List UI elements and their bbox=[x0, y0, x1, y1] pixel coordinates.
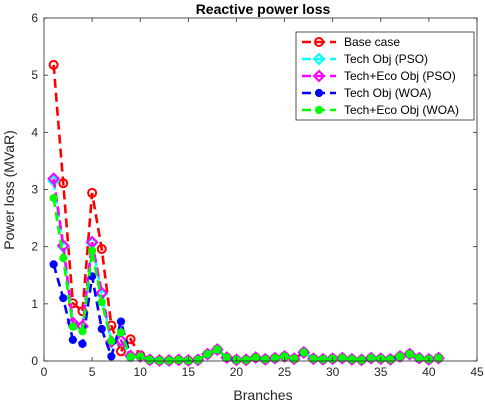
data-point bbox=[107, 352, 116, 361]
data-point bbox=[48, 59, 59, 70]
y-tick-label: 3 bbox=[31, 183, 38, 197]
data-point bbox=[241, 355, 251, 364]
legend-marker bbox=[314, 37, 324, 47]
data-point bbox=[107, 336, 116, 346]
data-point bbox=[58, 178, 69, 189]
data-point bbox=[213, 345, 222, 354]
data-point bbox=[290, 354, 299, 363]
data-point bbox=[193, 355, 203, 364]
legend-marker bbox=[314, 105, 324, 115]
data-point bbox=[114, 334, 128, 347]
legend-label: Tech Obj (PSO) bbox=[344, 52, 428, 66]
data-point bbox=[97, 324, 106, 334]
x-tick-label: 0 bbox=[41, 365, 48, 379]
data-point bbox=[97, 298, 106, 307]
data-point bbox=[115, 346, 126, 357]
data-point bbox=[59, 254, 68, 263]
data-point bbox=[68, 335, 77, 344]
y-tick-label: 1 bbox=[31, 297, 38, 311]
series-line bbox=[52, 180, 439, 362]
legend-box bbox=[295, 31, 475, 121]
data-point bbox=[434, 354, 443, 363]
data-point bbox=[251, 353, 260, 362]
series-3 bbox=[47, 172, 445, 367]
data-point bbox=[357, 355, 366, 364]
y-tick-label: 2 bbox=[31, 240, 38, 254]
data-point bbox=[415, 354, 424, 363]
data-point bbox=[49, 193, 58, 203]
data-point bbox=[261, 355, 270, 364]
data-point bbox=[78, 327, 87, 336]
data-point bbox=[347, 355, 357, 364]
data-point bbox=[116, 328, 126, 337]
legend-label: Base case bbox=[344, 35, 400, 49]
data-point bbox=[270, 354, 280, 363]
data-point bbox=[116, 317, 126, 326]
y-tick-label: 6 bbox=[31, 11, 38, 25]
data-point bbox=[203, 350, 212, 359]
plot-content bbox=[47, 59, 445, 367]
data-point bbox=[386, 355, 395, 364]
data-point bbox=[338, 354, 347, 363]
x-tick-label: 40 bbox=[422, 365, 436, 379]
y-tick-label: 5 bbox=[31, 68, 38, 82]
x-axis-label: Branches bbox=[233, 387, 292, 403]
data-point bbox=[145, 355, 154, 364]
data-point bbox=[395, 352, 405, 361]
legend-item: Tech Obj (WOA) bbox=[302, 86, 431, 100]
data-point bbox=[164, 356, 174, 365]
x-tick-label: 25 bbox=[278, 365, 292, 379]
x-tick-label: 20 bbox=[230, 365, 244, 379]
data-point bbox=[299, 348, 308, 357]
data-point bbox=[77, 306, 88, 317]
x-tick-label: 35 bbox=[374, 365, 388, 379]
series-line bbox=[52, 197, 439, 362]
data-point bbox=[367, 354, 376, 363]
x-tick-label: 10 bbox=[134, 365, 148, 379]
legend-item: Tech+Eco Obj (PSO) bbox=[302, 69, 456, 83]
series-5 bbox=[49, 193, 443, 365]
data-point bbox=[222, 353, 231, 362]
x-tick-label: 15 bbox=[182, 365, 196, 379]
data-point bbox=[126, 352, 135, 362]
legend-label: Tech+Eco Obj (WOA) bbox=[344, 103, 459, 117]
data-point bbox=[87, 187, 98, 198]
data-point bbox=[47, 172, 61, 186]
legend: Base case Tech Obj (PSO) Tech+Eco Obj (PSO… bbox=[295, 31, 475, 121]
data-point bbox=[59, 294, 68, 303]
y-tick-label: 0 bbox=[31, 354, 38, 368]
legend-item: Tech Obj (PSO) bbox=[302, 52, 428, 66]
x-tick-label: 45 bbox=[470, 365, 484, 379]
data-point bbox=[405, 350, 414, 359]
series-line bbox=[52, 178, 439, 362]
chart-title: Reactive power loss bbox=[196, 1, 331, 17]
legend-marker bbox=[312, 69, 326, 83]
legend-item: Tech+Eco Obj (WOA) bbox=[302, 103, 459, 117]
data-point bbox=[155, 356, 164, 365]
series-2 bbox=[47, 174, 445, 367]
legend-label: Tech+Eco Obj (PSO) bbox=[344, 69, 456, 83]
data-point bbox=[78, 339, 87, 348]
data-point bbox=[309, 354, 318, 363]
y-axis-label: Power loss (MVaR) bbox=[1, 130, 17, 250]
data-point bbox=[68, 322, 77, 331]
data-point bbox=[49, 260, 58, 269]
x-tick-label: 5 bbox=[89, 365, 96, 379]
y-tick-label: 4 bbox=[31, 125, 38, 139]
legend-marker bbox=[312, 52, 326, 66]
data-point bbox=[96, 243, 107, 254]
data-point bbox=[125, 334, 136, 345]
legend-marker bbox=[314, 88, 324, 98]
data-point bbox=[318, 355, 328, 364]
legend-item: Base case bbox=[302, 35, 400, 49]
x-tick-label: 30 bbox=[326, 365, 340, 379]
data-point bbox=[88, 246, 97, 255]
legend-label: Tech Obj (WOA) bbox=[344, 86, 431, 100]
data-point bbox=[174, 355, 183, 364]
